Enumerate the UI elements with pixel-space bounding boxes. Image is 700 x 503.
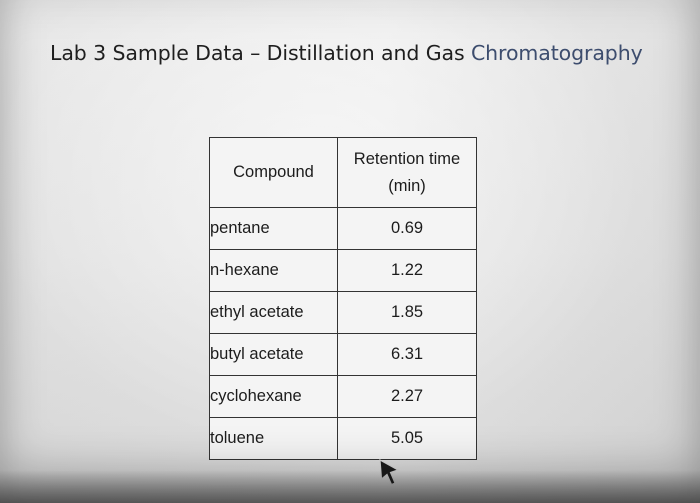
compound-cell: ethyl acetate — [209, 291, 338, 334]
retention-header-line2: (min) — [388, 176, 426, 195]
retention-time-cell: 0.69 — [337, 207, 477, 250]
slide-title-accent: Chromatography — [470, 41, 643, 65]
compound-cell: pentane — [209, 207, 338, 250]
compound-cell: toluene — [209, 417, 338, 460]
retention-time-table: Compound Retention time (min) pentane 0.… — [209, 137, 477, 460]
compound-cell: n-hexane — [209, 249, 338, 292]
table-row: n-hexane 1.22 — [209, 249, 477, 292]
table-row: ethyl acetate 1.85 — [209, 291, 477, 334]
table-header-row: Compound Retention time (min) — [209, 137, 477, 208]
compound-column-header: Compound — [209, 137, 338, 208]
table-row: butyl acetate 6.31 — [209, 333, 477, 376]
retention-time-cell: 1.22 — [337, 249, 477, 292]
retention-time-cell: 6.31 — [337, 333, 477, 376]
table-row: toluene 5.05 — [209, 417, 477, 460]
bottom-shadow — [0, 470, 700, 503]
compound-cell: cyclohexane — [209, 375, 338, 418]
retention-time-cell: 2.27 — [337, 375, 477, 418]
retention-header-line1: Retention time — [353, 149, 461, 168]
retention-time-column-header: Retention time (min) — [337, 137, 477, 208]
compound-cell: butyl acetate — [209, 333, 338, 376]
table-row: pentane 0.69 — [209, 207, 477, 250]
retention-time-cell: 5.05 — [337, 417, 477, 460]
compound-header-label: Compound — [233, 163, 314, 181]
slide-title-main: Lab 3 Sample Data – Distillation and Gas — [50, 41, 471, 65]
retention-time-cell: 1.85 — [337, 291, 477, 334]
slide-title: Lab 3 Sample Data – Distillation and Gas… — [50, 41, 643, 65]
table-row: cyclohexane 2.27 — [209, 375, 477, 418]
